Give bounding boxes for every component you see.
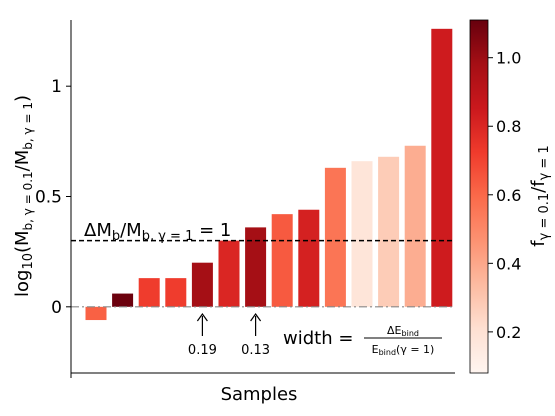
annotation-label: 0.13 <box>241 343 270 358</box>
colorbar-ticks: 0.2 0.4 0.6 0.8 1.0 <box>488 49 521 342</box>
colorbar: 0.2 0.4 0.6 0.8 1.0 fγ = 0.1/fγ = 1 <box>469 19 552 374</box>
svg-text:width =: width = <box>283 328 353 349</box>
colorbar-gradient <box>469 19 489 374</box>
bar <box>138 278 160 307</box>
bar <box>245 227 267 307</box>
ratio-one-label: ΔMb/Mb, γ = 1 = 1 <box>84 220 231 244</box>
y-axis-title: log10(Mb, γ = 0.1/Mb, γ = 1) <box>12 95 36 297</box>
annotation-label: 0.19 <box>188 343 217 358</box>
svg-text:ΔEbind: ΔEbind <box>387 324 419 338</box>
plot-area: 0.19 0.13 0 0.5 1 <box>35 20 455 378</box>
bar-annotation: 0.13 <box>241 312 270 358</box>
colorbar-tick-label: 0.2 <box>496 323 521 342</box>
bar <box>431 28 453 307</box>
y-tick-label: 0 <box>51 298 62 318</box>
bar <box>378 156 400 307</box>
bar <box>404 145 426 307</box>
bar <box>324 167 346 307</box>
width-note: width = ΔEbind Ebind(γ = 1) <box>283 324 442 357</box>
bar <box>271 214 293 307</box>
colorbar-tick-label: 0.8 <box>496 117 521 136</box>
bar <box>112 293 134 307</box>
bar <box>191 262 213 307</box>
y-tick-label: 0.5 <box>35 188 62 208</box>
bar-annotation: 0.19 <box>188 312 217 358</box>
x-axis-title: Samples <box>221 384 298 405</box>
colorbar-tick-label: 0.4 <box>496 254 521 273</box>
bar <box>85 306 107 321</box>
colorbar-tick-label: 1.0 <box>496 49 521 68</box>
bar <box>351 161 373 307</box>
bar <box>165 278 187 307</box>
bar <box>218 240 240 307</box>
y-tick-label: 1 <box>51 77 62 97</box>
bar <box>298 209 320 307</box>
svg-text:Ebind(γ = 1): Ebind(γ = 1) <box>372 343 435 357</box>
colorbar-tick-label: 0.6 <box>496 186 521 205</box>
colorbar-title: fγ = 0.1/fγ = 1 <box>528 145 552 246</box>
